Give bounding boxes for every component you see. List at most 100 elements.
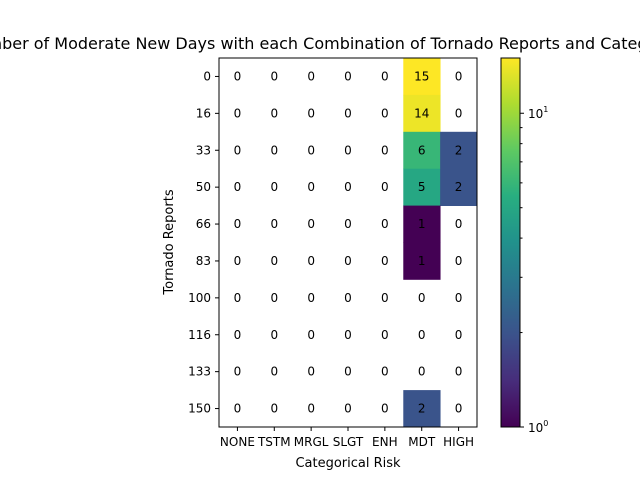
cell-value-label: 0 — [418, 365, 426, 379]
x-tick-label: SLGT — [333, 435, 364, 449]
colorbar-tick-label: 100 — [528, 419, 548, 435]
cell-value-label: 0 — [418, 328, 426, 342]
cell-value-label: 0 — [270, 143, 278, 157]
cell-value-label: 0 — [270, 328, 278, 342]
cell-value-label: 0 — [455, 254, 463, 268]
cell-value-label: 2 — [455, 180, 463, 194]
cell-value-label: 0 — [307, 402, 315, 416]
y-tick-label: 116 — [188, 328, 211, 342]
y-tick-label: 0 — [203, 69, 211, 83]
cell-value-label: 0 — [344, 217, 352, 231]
cell-value-label: 0 — [455, 365, 463, 379]
cell-value-label: 0 — [381, 143, 389, 157]
colorbar-frame — [500, 57, 521, 428]
y-tick-label: 50 — [196, 180, 211, 194]
y-axis-label: Tornado Reports — [162, 189, 177, 295]
heatmap-cell — [403, 390, 441, 428]
cell-value-label: 0 — [455, 328, 463, 342]
heatmap-cell — [403, 168, 441, 206]
cell-value-label: 0 — [234, 69, 242, 83]
cell-value-label: 0 — [455, 217, 463, 231]
cell-value-label: 0 — [234, 328, 242, 342]
colorbar-gradient — [501, 58, 520, 427]
heatmap-cell — [403, 205, 441, 243]
cell-value-label: 0 — [234, 180, 242, 194]
cell-value-label: 2 — [418, 402, 426, 416]
chart-title: Number of Moderate New Days with each Co… — [0, 34, 640, 53]
cell-value-label: 0 — [234, 365, 242, 379]
cell-value-label: 0 — [344, 69, 352, 83]
cell-value-label: 0 — [381, 180, 389, 194]
cell-value-label: 0 — [344, 254, 352, 268]
heatmap-cell — [403, 58, 441, 96]
heatmap-cell — [403, 131, 441, 170]
x-axis-ticks: NONE TSTM MRGL SLGT ENH MDT HIGH — [220, 427, 474, 449]
cell-value-label: 15 — [414, 69, 429, 83]
y-tick-label: 16 — [196, 106, 211, 120]
cell-value-label: 0 — [381, 69, 389, 83]
cell-value-label: 0 — [381, 217, 389, 231]
y-tick-label: 133 — [188, 365, 211, 379]
cell-value-label: 0 — [270, 402, 278, 416]
cell-value-label: 0 — [381, 402, 389, 416]
cell-value-label: 0 — [270, 69, 278, 83]
heatmap-cell — [403, 242, 441, 280]
x-axis-label: Categorical Risk — [295, 456, 401, 471]
cell-value-label: 5 — [418, 180, 426, 194]
cell-value-label: 0 — [344, 365, 352, 379]
cell-value-label: 0 — [270, 217, 278, 231]
cell-value-label: 0 — [344, 328, 352, 342]
cell-value-label: 1 — [418, 217, 426, 231]
x-tick-label: HIGH — [443, 435, 474, 449]
cell-value-label: 0 — [234, 402, 242, 416]
y-tick-label: 150 — [188, 402, 211, 416]
colorbar-tick-label: 101 — [528, 105, 548, 121]
x-tick-label: MRGL — [294, 435, 329, 449]
cell-value-label: 0 — [455, 69, 463, 83]
cell-value-label: 0 — [307, 180, 315, 194]
cell-value-label: 0 — [344, 143, 352, 157]
cell-value-label: 0 — [234, 106, 242, 120]
x-tick-label: NONE — [220, 435, 255, 449]
cell-value-label: 0 — [344, 106, 352, 120]
heatmap-cell — [440, 131, 478, 170]
y-tick-label: 83 — [196, 254, 211, 268]
cell-value-label: 2 — [455, 143, 463, 157]
cell-value-label: 0 — [307, 69, 315, 83]
y-tick-label: 33 — [196, 143, 211, 157]
cell-value-label: 0 — [307, 291, 315, 305]
cell-value-label: 0 — [307, 254, 315, 268]
cell-value-label: 0 — [307, 365, 315, 379]
cell-value-label: 14 — [414, 106, 429, 120]
y-tick-label: 100 — [188, 291, 211, 305]
cell-value-label: 0 — [270, 106, 278, 120]
cell-value-label: 0 — [270, 291, 278, 305]
x-tick-label: MDT — [408, 435, 436, 449]
y-tick-label: 66 — [196, 217, 211, 231]
cell-value-label: 0 — [455, 291, 463, 305]
cell-value-label: 0 — [234, 217, 242, 231]
cell-value-label: 0 — [381, 365, 389, 379]
cell-value-label: 0 — [270, 254, 278, 268]
cell-value-label: 0 — [234, 254, 242, 268]
heatmap-cells: 0 0 0 0 0 15 0 0 0 0 0 0 14 0 0 0 0 0 0 6 2 0 0 0 0 0 5 2 0 0 0 0 0 1 0 0 0 0… — [234, 58, 478, 428]
cell-value-label: 0 — [234, 291, 242, 305]
cell-value-label: 0 — [381, 254, 389, 268]
x-tick-label: ENH — [372, 435, 398, 449]
cell-value-label: 0 — [307, 106, 315, 120]
heatmap-cell — [403, 94, 441, 133]
cell-value-label: 0 — [344, 402, 352, 416]
cell-value-label: 0 — [307, 143, 315, 157]
cell-value-label: 0 — [344, 180, 352, 194]
cell-value-label: 0 — [418, 291, 426, 305]
heatmap-cell — [440, 168, 478, 206]
cell-value-label: 0 — [234, 143, 242, 157]
cell-value-label: 6 — [418, 143, 426, 157]
x-tick-label: TSTM — [257, 435, 291, 449]
cell-value-label: 0 — [455, 106, 463, 120]
cell-value-label: 0 — [381, 106, 389, 120]
cell-value-label: 0 — [455, 402, 463, 416]
cell-value-label: 1 — [418, 254, 426, 268]
cell-value-label: 0 — [307, 217, 315, 231]
